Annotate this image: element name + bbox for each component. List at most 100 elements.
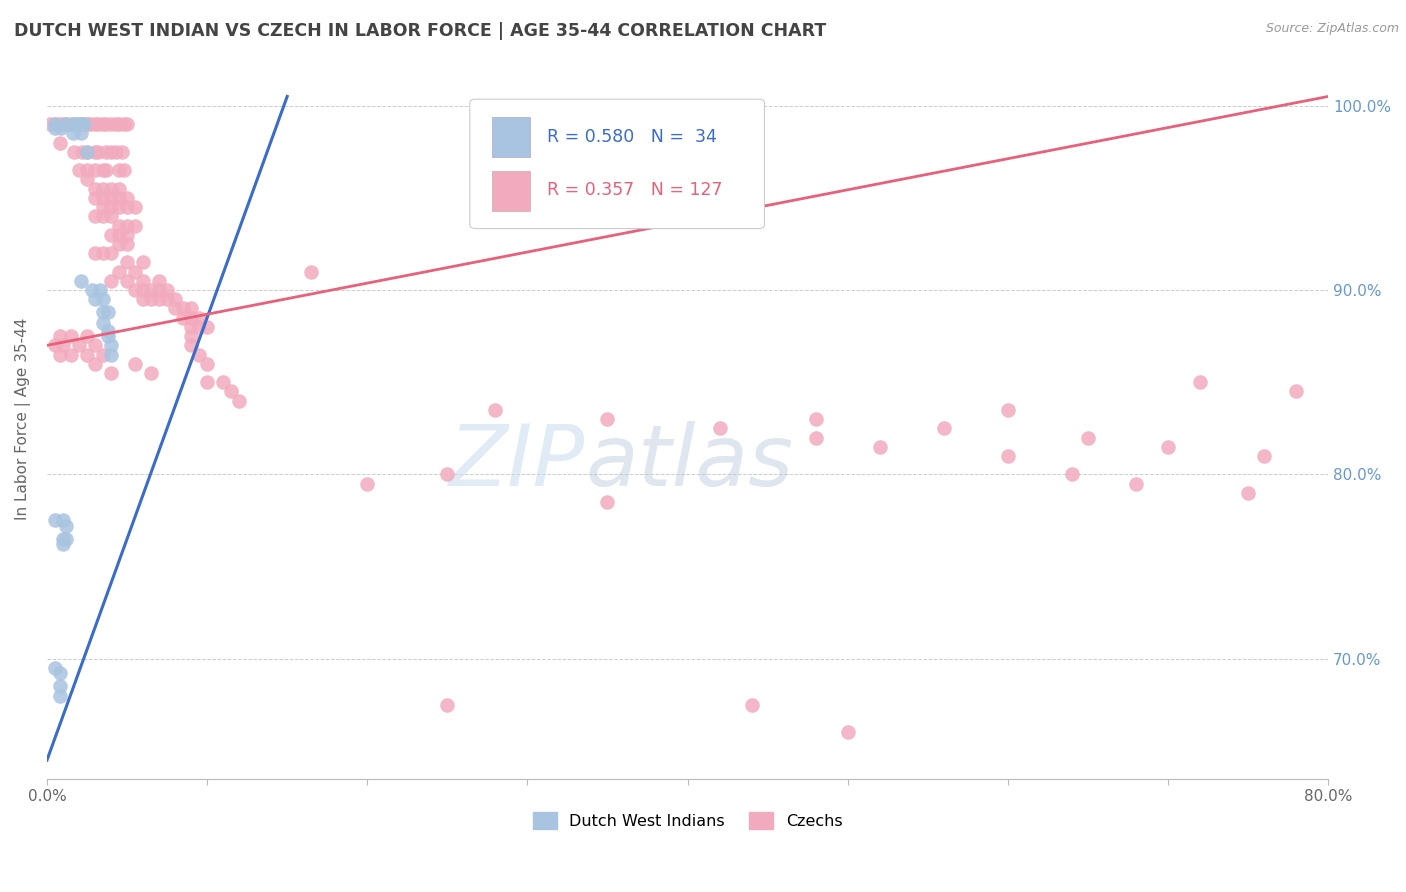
- Text: Source: ZipAtlas.com: Source: ZipAtlas.com: [1265, 22, 1399, 36]
- Point: [195, 319, 218, 334]
- Point: [148, 292, 170, 306]
- Point: [1189, 375, 1212, 389]
- Point: [139, 366, 162, 380]
- Point: [52, 513, 75, 527]
- Point: [804, 412, 827, 426]
- Point: [69, 274, 91, 288]
- Point: [180, 301, 202, 316]
- Text: DUTCH WEST INDIAN VS CZECH IN LABOR FORCE | AGE 35-44 CORRELATION CHART: DUTCH WEST INDIAN VS CZECH IN LABOR FORC…: [14, 22, 827, 40]
- Point: [84, 246, 107, 260]
- Point: [59, 347, 82, 361]
- Point: [115, 191, 138, 205]
- Point: [100, 347, 122, 361]
- Point: [91, 347, 114, 361]
- Point: [84, 163, 107, 178]
- Point: [67, 338, 90, 352]
- Point: [63, 117, 86, 131]
- Point: [91, 246, 114, 260]
- Point: [188, 310, 211, 325]
- Point: [100, 227, 122, 242]
- Point: [62, 126, 84, 140]
- Y-axis label: In Labor Force | Age 35-44: In Labor Force | Age 35-44: [15, 318, 31, 520]
- Point: [76, 347, 98, 361]
- Point: [49, 329, 72, 343]
- Point: [709, 421, 731, 435]
- Point: [132, 255, 155, 269]
- Point: [100, 338, 122, 352]
- Point: [69, 117, 91, 131]
- Point: [180, 319, 202, 334]
- Point: [100, 191, 122, 205]
- Point: [55, 117, 77, 131]
- Point: [51, 120, 73, 135]
- Point: [869, 440, 891, 454]
- Point: [180, 329, 202, 343]
- Point: [76, 145, 98, 159]
- Point: [1077, 430, 1099, 444]
- Point: [97, 324, 120, 338]
- Point: [139, 283, 162, 297]
- Point: [96, 117, 118, 131]
- Point: [356, 476, 378, 491]
- Point: [76, 145, 98, 159]
- Point: [112, 117, 135, 131]
- Point: [91, 117, 114, 131]
- Point: [65, 117, 87, 131]
- Point: [52, 338, 75, 352]
- Point: [180, 310, 202, 325]
- Point: [299, 264, 322, 278]
- Point: [108, 264, 131, 278]
- Point: [108, 191, 131, 205]
- Point: [67, 117, 90, 131]
- Point: [76, 172, 98, 186]
- Point: [115, 227, 138, 242]
- Point: [100, 274, 122, 288]
- Point: [115, 236, 138, 251]
- Point: [108, 236, 131, 251]
- Point: [44, 513, 66, 527]
- Point: [84, 117, 107, 131]
- Point: [1237, 485, 1260, 500]
- Point: [44, 117, 66, 131]
- Point: [115, 274, 138, 288]
- Point: [132, 274, 155, 288]
- Point: [80, 283, 103, 297]
- Point: [108, 163, 131, 178]
- Point: [69, 117, 91, 131]
- Point: [188, 319, 211, 334]
- Point: [195, 375, 218, 389]
- Point: [115, 200, 138, 214]
- Point: [69, 126, 91, 140]
- Point: [104, 117, 127, 131]
- Point: [804, 430, 827, 444]
- Point: [108, 219, 131, 233]
- Point: [49, 666, 72, 681]
- Text: R = 0.357   N = 127: R = 0.357 N = 127: [547, 181, 723, 200]
- Point: [39, 117, 62, 131]
- Point: [124, 264, 146, 278]
- Point: [124, 283, 146, 297]
- Point: [180, 338, 202, 352]
- Point: [436, 467, 458, 482]
- Bar: [492, 171, 530, 211]
- Point: [67, 163, 90, 178]
- Point: [837, 725, 859, 739]
- Point: [84, 181, 107, 195]
- Point: [79, 117, 101, 131]
- Point: [44, 661, 66, 675]
- Point: [91, 305, 114, 319]
- Point: [108, 200, 131, 214]
- Point: [1060, 467, 1083, 482]
- Point: [55, 532, 77, 546]
- Point: [741, 698, 763, 712]
- Point: [49, 117, 72, 131]
- Point: [52, 532, 75, 546]
- Point: [1157, 440, 1180, 454]
- Point: [100, 145, 122, 159]
- Point: [44, 338, 66, 352]
- Point: [100, 117, 122, 131]
- Point: [1253, 449, 1275, 463]
- Point: [112, 163, 135, 178]
- Point: [100, 181, 122, 195]
- Point: [124, 219, 146, 233]
